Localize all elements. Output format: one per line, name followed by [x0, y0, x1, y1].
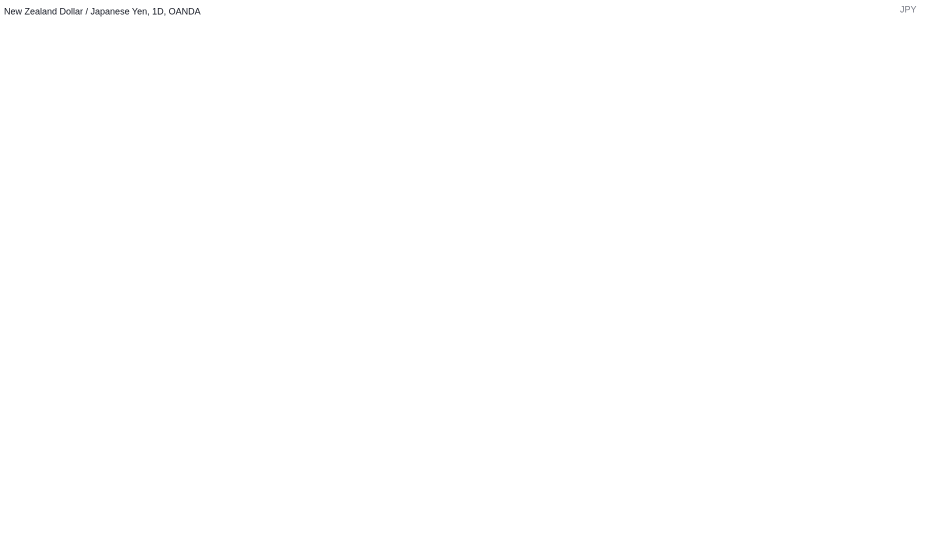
chart-title: New Zealand Dollar / Japanese Yen, 1D, O… [4, 6, 201, 16]
currency-label: JPY [900, 4, 917, 14]
